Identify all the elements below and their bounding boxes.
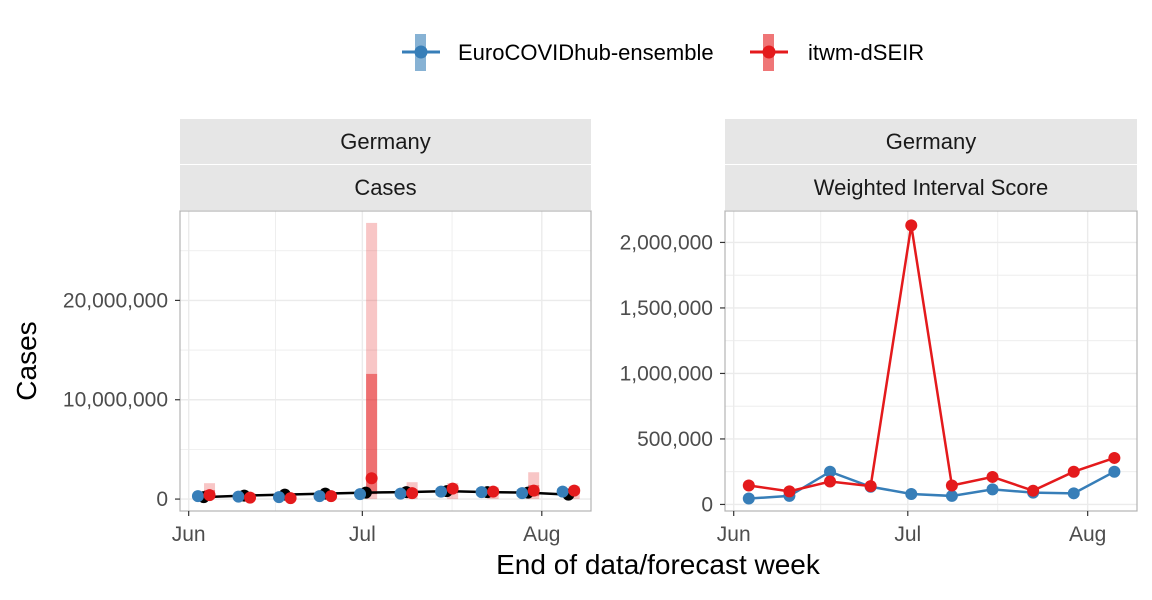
- cases-point-ensemble: [394, 487, 407, 500]
- cases-point-itwm: [244, 491, 257, 504]
- wis-point-itwm: [1067, 465, 1080, 478]
- wis-point-itwm: [864, 480, 877, 493]
- strip-wis-bottom: [725, 165, 1137, 210]
- cases-x-tick-label: Aug: [523, 523, 560, 546]
- panel-cases: Germany Cases Jun Jul Aug 0 10,000,000 20,000…: [63, 119, 592, 546]
- cases-interval-outer-itwm: [366, 222, 378, 500]
- cases-x-tick-label: Jul: [349, 523, 376, 546]
- wis-point-itwm: [1027, 484, 1040, 497]
- observed-line: [203, 489, 569, 499]
- strip-cases-top: [180, 119, 591, 164]
- cases-point-ensemble: [435, 485, 448, 498]
- cases-interval-inner-itwm: [366, 373, 378, 495]
- strip-label-country-cases: Germany: [340, 129, 430, 154]
- wis-point-itwm: [1108, 451, 1121, 464]
- cases-point-ensemble: [475, 486, 488, 499]
- wis-point-ensemble: [905, 487, 918, 500]
- cases-point-itwm: [446, 482, 459, 495]
- cases-point-itwm: [527, 484, 540, 497]
- y-axis-title: Cases: [11, 321, 42, 400]
- legend-key-ensemble: [402, 34, 440, 71]
- wis-point-itwm: [824, 475, 837, 488]
- cases-point-ensemble: [556, 485, 569, 498]
- cases-point-itwm: [325, 490, 338, 503]
- wis-point-itwm: [742, 479, 755, 492]
- panel-wis: Germany Weighted Interval Score Jun Jul Au…: [620, 119, 1138, 546]
- wis-y-tick-label: 500,000: [637, 428, 713, 451]
- panel-wis-border: [724, 210, 1138, 512]
- cases-point-itwm: [406, 487, 419, 500]
- wis-point-itwm: [905, 219, 918, 232]
- wis-point-ensemble: [986, 483, 999, 496]
- cases-point-itwm: [568, 484, 581, 497]
- wis-x-tick-label: Aug: [1069, 523, 1106, 546]
- legend: EuroCOVIDhub-ensemble itwm-dSEIR: [402, 34, 924, 71]
- panel-cases-marks: [191, 222, 581, 505]
- wis-point-ensemble: [824, 465, 837, 478]
- strip-wis-top: [725, 119, 1137, 164]
- cases-point-ensemble: [272, 491, 285, 504]
- strip-cases-bottom: [180, 165, 591, 210]
- panel-cases-grid: [180, 211, 591, 511]
- strip-label-country-wis: Germany: [886, 129, 976, 154]
- legend-key-ensemble-point: [414, 45, 428, 59]
- wis-y-tick-label: 0: [701, 493, 713, 516]
- panel-cases-border: [179, 210, 592, 512]
- wis-point-itwm: [986, 470, 999, 483]
- cases-point-ensemble: [232, 490, 245, 503]
- cases-point-ensemble: [354, 488, 367, 501]
- wis-y-tick-label: 1,500,000: [620, 297, 713, 320]
- wis-x-tick-label: Jun: [717, 523, 751, 546]
- cases-y-tick-label: 20,000,000: [63, 289, 168, 312]
- wis-x-tick-label: Jul: [894, 523, 921, 546]
- cases-point-itwm: [284, 492, 297, 505]
- legend-label-ensemble: EuroCOVIDhub-ensemble: [458, 40, 714, 65]
- wis-line-ensemble: [748, 470, 1115, 500]
- x-axis-title: End of data/forecast week: [496, 549, 821, 580]
- strip-label-metric-wis: Weighted Interval Score: [814, 175, 1048, 200]
- cases-x-tick-label: Jun: [172, 523, 206, 546]
- legend-label-itwm: itwm-dSEIR: [808, 40, 924, 65]
- wis-point-ensemble: [1108, 465, 1121, 478]
- strip-label-metric-cases: Cases: [354, 175, 416, 200]
- panel-wis-axes: Jun Jul Aug 0 500,000 1,000,000 1,500,000 2,000…: [620, 231, 1107, 546]
- cases-point-itwm: [203, 489, 216, 502]
- cases-y-tick-label: 0: [156, 488, 168, 511]
- wis-point-itwm: [945, 479, 958, 492]
- wis-y-tick-label: 2,000,000: [620, 231, 713, 254]
- wis-point-ensemble: [945, 489, 958, 502]
- legend-key-itwm-point: [762, 45, 776, 59]
- cases-point-itwm: [365, 472, 378, 485]
- cases-point-ensemble: [516, 487, 529, 500]
- cases-y-tick-label: 10,000,000: [63, 389, 168, 412]
- wis-point-ensemble: [1067, 487, 1080, 500]
- wis-point-ensemble: [742, 492, 755, 505]
- panel-wis-marks: [742, 219, 1121, 505]
- wis-point-itwm: [783, 485, 796, 498]
- cases-point-ensemble: [313, 490, 326, 503]
- wis-y-tick-label: 1,000,000: [620, 362, 713, 385]
- legend-key-itwm: [750, 34, 788, 71]
- cases-point-ensemble: [191, 490, 204, 503]
- cases-point-itwm: [487, 485, 500, 498]
- panel-cases-axes: Jun Jul Aug 0 10,000,000 20,000,000: [63, 289, 561, 546]
- panel-wis-grid: [725, 211, 1137, 511]
- wis-line-itwm: [748, 225, 1115, 493]
